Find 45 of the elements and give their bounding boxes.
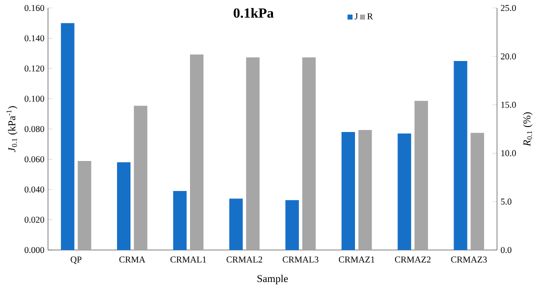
legend-label: J	[354, 13, 358, 20]
y-tick-label: 0.140	[24, 35, 44, 42]
bar	[117, 162, 131, 250]
y-tick-label: 0.160	[24, 4, 44, 12]
bar	[78, 160, 92, 250]
bar	[342, 132, 356, 250]
y2-tick-label: 15.0	[501, 102, 516, 108]
y-tick-label: 0.040	[24, 186, 44, 193]
x-tick-label: CRMA	[119, 256, 146, 263]
y2-tick-label: 25.0	[500, 4, 516, 12]
y-tick-label: 0.120	[24, 65, 44, 72]
y-tick-label: 0.000	[24, 246, 44, 254]
bar	[134, 106, 148, 250]
y-tick-label: 0.080	[24, 126, 44, 132]
bar	[398, 134, 412, 250]
x-tick-label: CRMAL2	[226, 256, 262, 263]
bar	[358, 130, 372, 250]
y-tick-label: 0.060	[24, 156, 44, 162]
y2-axis-title: R$_{0.1}$ (%)	[523, 112, 533, 146]
y2-tick-label: 10.0	[501, 150, 516, 156]
y-tick-label: 0.100	[24, 96, 44, 102]
y-tick-label: 0.020	[24, 216, 44, 223]
bar	[470, 132, 484, 250]
chart-title: 0.1kPa	[234, 8, 274, 18]
bar	[246, 57, 260, 250]
x-tick-label: CRMAL3	[282, 256, 318, 263]
x-tick-label: CRMAZ2	[395, 256, 430, 263]
x-tick-label: CRMAZ1	[338, 256, 374, 263]
bar	[454, 60, 468, 250]
y2-tick-label: 5.0	[501, 198, 512, 205]
bar	[414, 100, 428, 250]
bar	[190, 54, 204, 250]
legend-label: R	[367, 13, 373, 20]
x-tick-label: CRMAL1	[170, 256, 206, 263]
y2-tick-label: 0.0	[500, 246, 512, 254]
bar	[302, 57, 316, 250]
bar	[173, 191, 187, 250]
y2-tick-label: 20.0	[500, 53, 516, 60]
bar	[60, 23, 74, 250]
bar	[285, 200, 299, 250]
x-axis-title: Sample	[258, 274, 288, 284]
x-tick-label: QP	[70, 256, 82, 264]
bar	[229, 198, 243, 250]
x-tick-label: CRMAZ3	[451, 256, 487, 263]
y-axis-title: J$_{0.1}$ (kPa$^{-1}$)	[6, 106, 18, 152]
